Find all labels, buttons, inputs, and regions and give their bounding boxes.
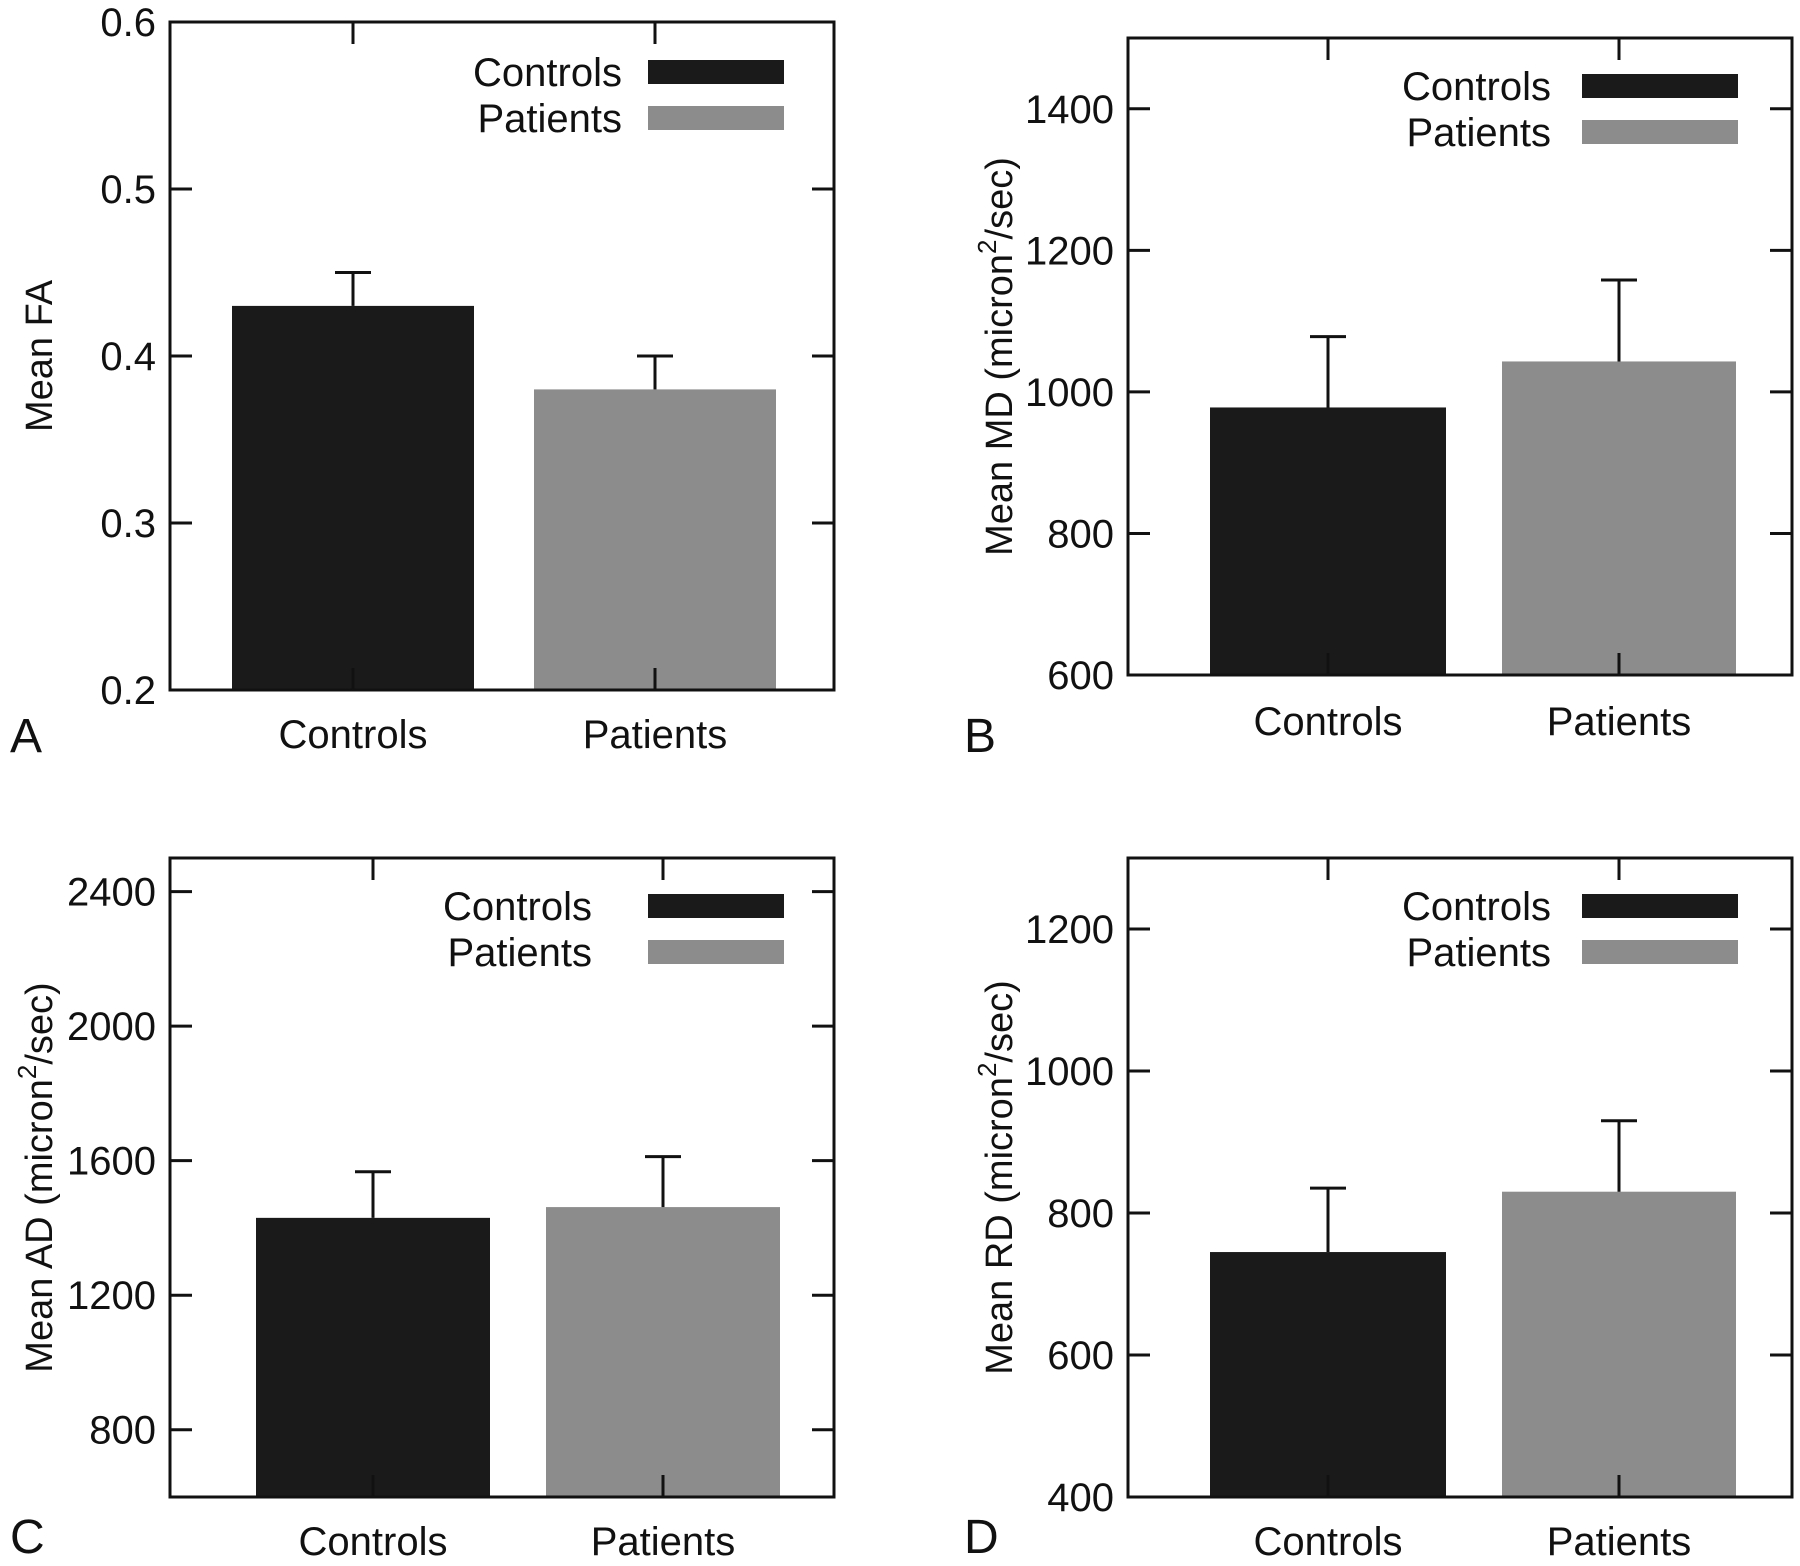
- y-tick-label: 0.2: [100, 669, 156, 713]
- y-axis-title-superscript: 2: [12, 1065, 42, 1079]
- legend-swatch: [1582, 74, 1738, 98]
- legend-label: Patients: [1406, 931, 1551, 975]
- legend-swatch: [648, 60, 784, 84]
- x-tick-label: Patients: [1547, 700, 1692, 744]
- legend-label: Controls: [1402, 885, 1551, 929]
- y-tick-label: 2400: [67, 871, 156, 915]
- legend-label: Patients: [477, 97, 622, 141]
- legend-swatch: [648, 894, 784, 918]
- y-axis-title: Mean AD (micron2/sec): [12, 982, 61, 1372]
- y-tick-label: 0.6: [100, 1, 156, 45]
- legend-swatch: [648, 940, 784, 964]
- bar-patients: [1502, 361, 1736, 675]
- x-tick-label: Patients: [583, 713, 728, 757]
- x-tick-label: Patients: [1547, 1520, 1692, 1564]
- legend-label: Controls: [473, 51, 622, 95]
- y-tick-label: 600: [1047, 1334, 1114, 1378]
- bar-patients: [534, 389, 776, 690]
- panel-letter: D: [964, 1511, 999, 1564]
- panel-letter: B: [964, 710, 996, 763]
- y-axis-title-part: Mean MD (micron: [979, 254, 1021, 556]
- plot-frame: [168, 856, 836, 1499]
- y-tick-label: 1000: [1025, 371, 1114, 415]
- legend-label: Controls: [1402, 65, 1551, 109]
- y-tick-label: 800: [1047, 512, 1114, 556]
- y-axis-title-part: /sec): [979, 980, 1021, 1062]
- y-axis-title-part: /sec): [19, 982, 61, 1064]
- y-axis-title-superscript: 2: [972, 1063, 1002, 1077]
- legend-swatch: [1582, 940, 1738, 964]
- y-axis-title-superscript: 2: [972, 239, 1002, 253]
- plot-frame: [1126, 856, 1794, 1499]
- panel-letter: C: [10, 1511, 45, 1564]
- x-tick-label: Controls: [1254, 700, 1403, 744]
- y-tick-label: 1200: [67, 1274, 156, 1318]
- x-tick-label: Controls: [1254, 1520, 1403, 1564]
- legend-swatch: [1582, 894, 1738, 918]
- legend-label: Patients: [1406, 111, 1551, 155]
- y-axis-title-part: Mean AD (micron: [19, 1079, 61, 1373]
- y-tick-label: 0.4: [100, 335, 156, 379]
- y-tick-label: 2000: [67, 1005, 156, 1049]
- bar-controls: [232, 305, 474, 690]
- y-axis-title: Mean RD (micron2/sec): [972, 980, 1021, 1375]
- y-tick-label: 800: [1047, 1192, 1114, 1236]
- bar-controls: [1210, 1252, 1446, 1497]
- y-tick-label: 1200: [1025, 908, 1114, 952]
- y-tick-label: 600: [1047, 654, 1114, 698]
- y-axis-title-part: /sec): [979, 157, 1021, 239]
- legend-label: Patients: [447, 931, 592, 975]
- bar-patients: [1502, 1191, 1736, 1497]
- y-axis-title: Mean MD (micron2/sec): [972, 157, 1021, 556]
- y-tick-label: 1400: [1025, 88, 1114, 132]
- x-tick-label: Controls: [279, 713, 428, 757]
- y-axis-title: Mean FA: [19, 279, 61, 432]
- legend-swatch: [1582, 120, 1738, 144]
- plot-frame: [1126, 36, 1794, 677]
- legend-swatch: [648, 106, 784, 130]
- panel-letter: A: [10, 710, 42, 763]
- bar-controls: [256, 1217, 490, 1497]
- bar-controls: [1210, 407, 1446, 675]
- y-tick-label: 1600: [67, 1140, 156, 1184]
- x-tick-label: Patients: [591, 1520, 736, 1564]
- legend-label: Controls: [443, 885, 592, 929]
- y-tick-label: 1200: [1025, 229, 1114, 273]
- bar-patients: [546, 1207, 780, 1497]
- y-tick-label: 0.5: [100, 168, 156, 212]
- y-tick-label: 400: [1047, 1476, 1114, 1520]
- y-tick-label: 0.3: [100, 502, 156, 546]
- x-tick-label: Controls: [299, 1520, 448, 1564]
- y-tick-label: 1000: [1025, 1050, 1114, 1094]
- y-axis-title-part: Mean RD (micron: [979, 1077, 1021, 1375]
- y-tick-label: 800: [89, 1409, 156, 1453]
